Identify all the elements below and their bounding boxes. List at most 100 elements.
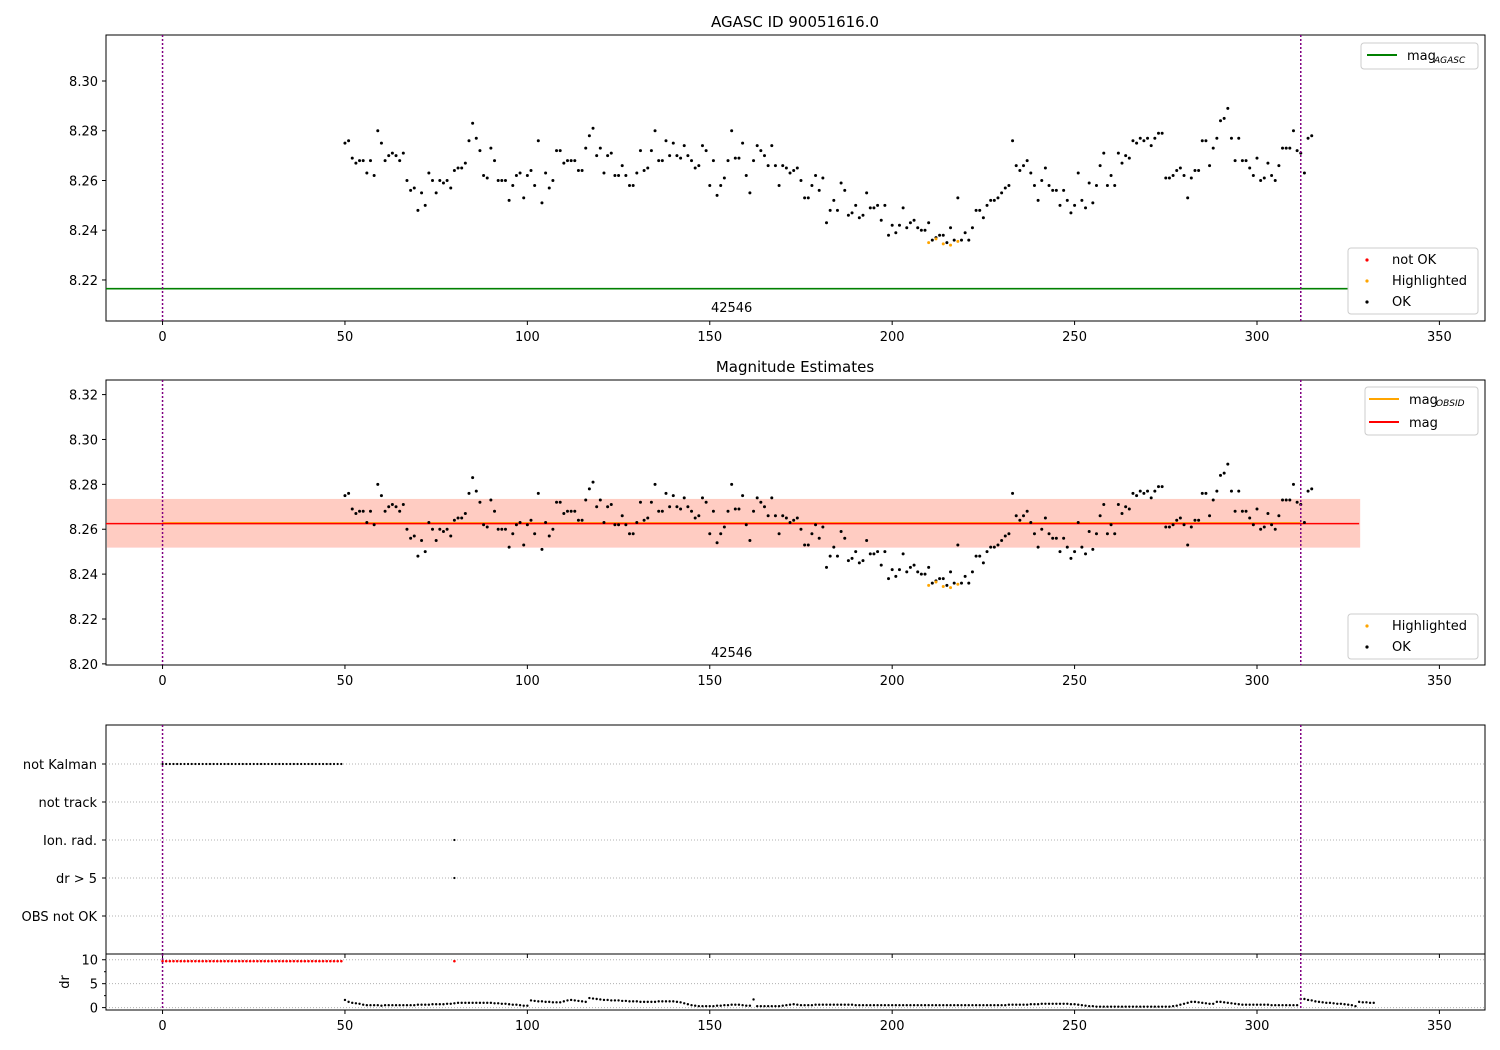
ok-point xyxy=(861,213,865,217)
ok-point xyxy=(1310,134,1314,138)
dr-point xyxy=(719,1004,722,1007)
dr-point xyxy=(595,997,598,1001)
ok-point xyxy=(970,570,974,574)
dr-point xyxy=(1055,1002,1058,1005)
dr-point xyxy=(679,1001,682,1004)
ok-point xyxy=(690,159,694,163)
ok-point xyxy=(839,529,843,533)
flag-point xyxy=(249,762,252,766)
ok-point xyxy=(628,183,632,187)
ok-point xyxy=(372,174,376,178)
ok-point xyxy=(1291,129,1295,133)
estimates-panel-title: Magnitude Estimates xyxy=(716,358,874,376)
ok-point xyxy=(540,201,544,205)
ok-point xyxy=(722,525,726,529)
ok-point xyxy=(901,552,905,556)
ok-legend-label: OK xyxy=(1392,295,1411,310)
ok-point xyxy=(675,154,679,158)
dr-point xyxy=(1190,1000,1193,1004)
ok-point xyxy=(726,509,730,513)
ok-point xyxy=(445,178,449,182)
ok-point xyxy=(839,181,843,185)
flag-point xyxy=(256,762,259,766)
ok-point xyxy=(806,543,810,547)
dr-point xyxy=(1288,1004,1292,1007)
dr-point xyxy=(1266,1003,1270,1006)
ok-point xyxy=(653,482,657,486)
dr-point xyxy=(1022,1003,1025,1006)
ok-point xyxy=(1149,144,1153,148)
ok-point xyxy=(1167,176,1171,180)
dr-point xyxy=(708,1004,711,1008)
ok-point xyxy=(584,146,588,150)
ok-point xyxy=(755,496,759,500)
ok-point xyxy=(1113,183,1117,187)
ok-point xyxy=(1069,211,1073,215)
dr-point xyxy=(653,1000,657,1004)
ok-point xyxy=(897,223,901,227)
ok-point xyxy=(354,161,358,165)
dr-point xyxy=(650,1000,653,1004)
dr-point xyxy=(365,1004,369,1007)
dr-point xyxy=(818,1003,821,1006)
dr-point xyxy=(748,1004,752,1007)
ok-point xyxy=(555,149,559,153)
dr-point xyxy=(938,1004,941,1007)
dr-point xyxy=(361,1003,365,1006)
flag-point xyxy=(176,762,179,766)
ok-point xyxy=(1084,206,1088,210)
estimates-y-tick-label: 8.20 xyxy=(69,658,98,673)
ok-point xyxy=(1255,156,1259,160)
ok-point xyxy=(828,208,832,212)
dr-point xyxy=(347,1000,350,1004)
estimates-lower-legend: Highlighted OK xyxy=(1347,613,1479,660)
ok-point xyxy=(1109,174,1113,178)
ok-point xyxy=(449,186,453,190)
dr-point xyxy=(807,1004,810,1007)
ok-point xyxy=(890,223,894,227)
ok-point xyxy=(540,547,544,551)
ok-point xyxy=(959,238,963,242)
dr-point xyxy=(810,1004,814,1007)
ok-point xyxy=(985,550,989,554)
dr-point xyxy=(409,1004,412,1007)
ok-point xyxy=(613,174,617,178)
dr-point xyxy=(1182,1002,1186,1005)
ok-point xyxy=(525,523,529,527)
ok-point xyxy=(814,523,818,527)
ok-point xyxy=(927,221,931,225)
dr-point xyxy=(1339,1002,1343,1005)
dr-flagged-point xyxy=(215,959,219,963)
dr-flagged-point xyxy=(267,959,270,963)
dr-flagged-point xyxy=(230,959,234,963)
dr-point xyxy=(1153,1005,1157,1008)
ok-point xyxy=(985,203,989,207)
ok-point xyxy=(726,159,730,163)
ok-point xyxy=(1051,188,1055,192)
dr-point xyxy=(610,999,613,1002)
flag-point xyxy=(212,762,215,766)
dr-point xyxy=(832,1003,836,1006)
ok-point xyxy=(806,196,810,200)
dr-point xyxy=(1157,1005,1160,1008)
dr-point xyxy=(486,1001,489,1005)
agasc-legend-subscript: AGASC xyxy=(1433,56,1466,66)
dr-point xyxy=(1237,1003,1240,1006)
ok-point xyxy=(814,174,818,178)
ok-point xyxy=(759,149,763,153)
ok-point xyxy=(1200,139,1204,143)
flag-point xyxy=(183,762,186,766)
ok-point xyxy=(788,171,792,175)
flag-category-label: dr > 5 xyxy=(56,872,97,887)
dr-point xyxy=(639,1000,642,1004)
ok-point xyxy=(617,523,621,527)
dr-x-tick-label: 350 xyxy=(1427,1019,1452,1034)
dr-flagged-point xyxy=(310,959,314,963)
dr-point xyxy=(734,1003,737,1006)
dr-point xyxy=(1310,999,1313,1002)
ok-point xyxy=(511,532,515,536)
dr-point xyxy=(949,1004,952,1007)
flag-point xyxy=(161,762,164,766)
dr-flagged-point xyxy=(307,959,310,963)
